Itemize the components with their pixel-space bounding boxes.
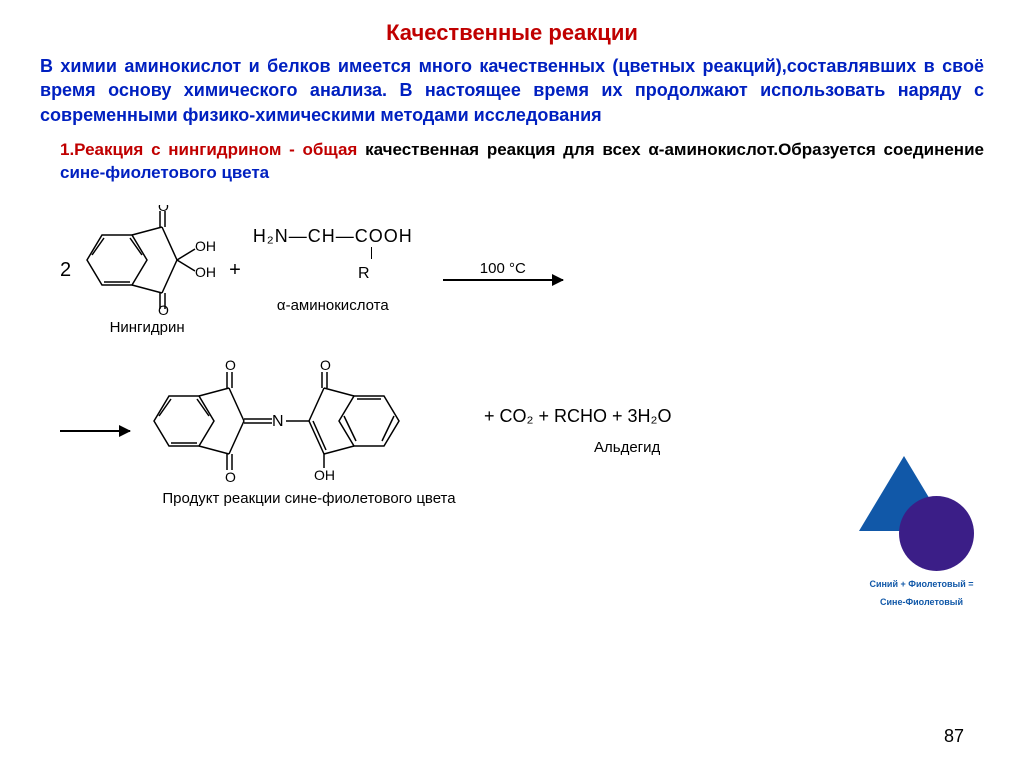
reactants-row: 2 O O (60, 205, 984, 336)
reaction-arrow-1: 100 °C (443, 260, 563, 281)
product-label: Продукт реакции сине-фиолетового цвета (162, 490, 455, 507)
svg-text:O: O (158, 205, 169, 214)
plus-sign: + (229, 259, 241, 282)
color-caption-1: Синий + Фиолетовый = (869, 579, 974, 589)
arrow-line-1 (443, 279, 563, 281)
svg-text:O: O (225, 469, 236, 485)
amino-r: R (358, 265, 370, 283)
product-structure: O O N O (144, 356, 474, 507)
reaction-outcome-black: Образуется соединение (778, 140, 984, 159)
svg-text:OH: OH (195, 264, 216, 280)
amino-label: α-аминокислота (277, 297, 389, 314)
page-number: 87 (944, 726, 964, 747)
amino-bond (371, 247, 372, 259)
byproducts: + CO₂ + RCHO + 3H₂O Альдегид (484, 406, 672, 456)
ninhydrin-svg: O O OH OH (77, 205, 217, 315)
product-svg: O O N O (144, 356, 474, 486)
reaction-scheme: 2 O O (60, 205, 984, 507)
svg-text:O: O (225, 357, 236, 373)
coefficient: 2 (60, 259, 71, 282)
reaction-mid: качественная реакция для всех (357, 140, 648, 159)
svg-text:N: N (272, 413, 284, 430)
svg-text:OH: OH (314, 467, 335, 483)
color-caption-2: Сине-Фиолетовый (869, 597, 974, 607)
ninhydrin-structure: O O OH OH Нингидрин (77, 205, 217, 336)
color-indicator: Синий + Фиолетовый = Сине-Фиолетовый (869, 456, 974, 607)
byproducts-formula: + CO₂ + RCHO + 3H₂O (484, 406, 672, 427)
reaction-alpha: α-аминокислот. (648, 140, 778, 159)
svg-text:OH: OH (195, 238, 216, 254)
violet-circle (899, 496, 974, 571)
reaction-description: 1.Реакция с нингидрином - общая качестве… (60, 139, 984, 185)
reaction-outcome-blue: сине-фиолетового цвета (60, 163, 269, 182)
amino-acid-structure: H₂N—CH—COOH R α-аминокислота (253, 226, 413, 314)
svg-text:O: O (158, 302, 169, 315)
arrow-line-2 (60, 430, 130, 432)
intro-paragraph: В химии аминокислот и белков имеется мно… (40, 54, 984, 127)
reaction-prefix: 1.Реакция с нингидрином - общая (60, 140, 357, 159)
page-title: Качественные реакции (40, 20, 984, 46)
ninhydrin-label: Нингидрин (110, 319, 185, 336)
products-row: O O N O (60, 356, 984, 507)
svg-text:O: O (320, 357, 331, 373)
aldehyde-label: Альдегид (594, 439, 660, 456)
amino-formula: H₂N—CH—COOH (253, 226, 413, 247)
reaction-condition: 100 °C (480, 260, 526, 277)
